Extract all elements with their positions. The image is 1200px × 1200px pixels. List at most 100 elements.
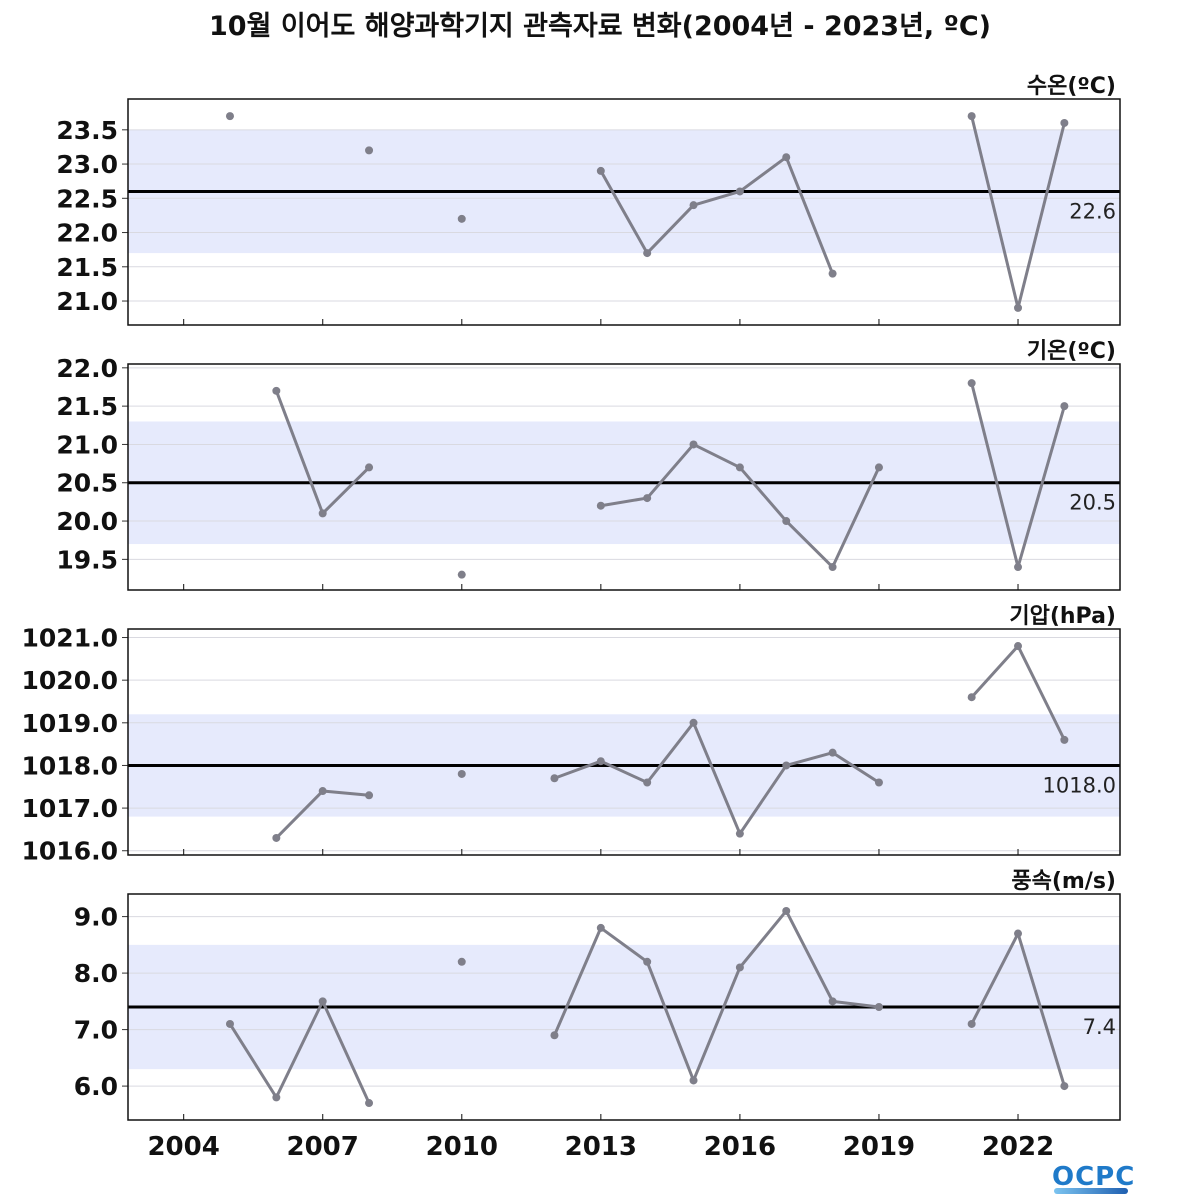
series-line-segment bbox=[1016, 644, 1066, 742]
data-point bbox=[967, 1019, 976, 1028]
data-point bbox=[272, 386, 281, 395]
y-tick-label: 20.5 bbox=[56, 469, 118, 498]
panel-frame bbox=[127, 628, 1121, 856]
y-tick-label: 9.0 bbox=[74, 903, 118, 932]
data-point bbox=[1014, 563, 1023, 572]
y-tick-label: 21.5 bbox=[56, 392, 118, 421]
data-point bbox=[457, 570, 466, 579]
series-line-segment bbox=[692, 442, 742, 469]
panel-label: 기온(ºC) bbox=[1027, 339, 1116, 364]
y-tick-label: 1019.0 bbox=[22, 709, 118, 738]
series-line-segment bbox=[1016, 121, 1066, 310]
data-point bbox=[1060, 1082, 1069, 1091]
data-point bbox=[828, 748, 837, 757]
series-line-segment bbox=[738, 155, 788, 193]
series-line-segment bbox=[645, 203, 696, 255]
data-point bbox=[828, 563, 837, 572]
y-tick-label: 1021.0 bbox=[22, 624, 118, 653]
data-point bbox=[735, 963, 744, 972]
y-tick-label: 22.0 bbox=[56, 354, 118, 383]
data-point bbox=[365, 463, 374, 472]
data-point bbox=[735, 463, 744, 472]
series-line-segment bbox=[274, 789, 325, 840]
series-line-segment bbox=[228, 1022, 278, 1099]
series-line-segment bbox=[274, 389, 325, 515]
data-point bbox=[457, 214, 466, 223]
y-tick-label: 20.0 bbox=[56, 507, 118, 536]
data-point bbox=[828, 997, 837, 1006]
x-tick-label: 2010 bbox=[426, 1132, 498, 1162]
mean-value-label: 20.5 bbox=[1069, 491, 1116, 515]
series-line-segment bbox=[599, 496, 649, 508]
series-line-segment bbox=[599, 169, 649, 255]
series-line-segment bbox=[552, 926, 603, 1037]
data-point bbox=[318, 787, 327, 796]
y-tick-label: 1017.0 bbox=[22, 794, 118, 823]
data-point bbox=[1060, 735, 1069, 744]
data-point bbox=[272, 833, 281, 842]
series-line-segment bbox=[274, 999, 325, 1099]
data-point bbox=[272, 1093, 281, 1102]
series-line-segment bbox=[645, 721, 696, 785]
data-point bbox=[828, 269, 837, 278]
y-tick-label: 22.0 bbox=[56, 219, 118, 248]
series-line-segment bbox=[692, 965, 742, 1082]
data-point bbox=[1014, 929, 1023, 938]
data-point bbox=[365, 146, 374, 155]
data-point bbox=[874, 463, 883, 472]
y-tick-label: 23.5 bbox=[56, 116, 118, 145]
y-tick-label: 8.0 bbox=[74, 959, 118, 988]
y-tick-label: 1018.0 bbox=[22, 751, 118, 780]
series-line-segment bbox=[738, 763, 788, 836]
series-line-segment bbox=[1016, 932, 1066, 1088]
series-line-segment bbox=[552, 759, 603, 780]
panel-label: 기압(hPa) bbox=[1009, 604, 1116, 629]
y-tick-label: 22.5 bbox=[56, 184, 118, 213]
data-point bbox=[735, 187, 744, 196]
data-point bbox=[643, 778, 652, 787]
data-point bbox=[225, 112, 234, 121]
data-point bbox=[782, 517, 791, 526]
data-point bbox=[596, 166, 605, 175]
series-line-segment bbox=[321, 789, 371, 797]
data-point bbox=[596, 757, 605, 766]
data-point bbox=[735, 829, 744, 838]
data-point bbox=[1060, 402, 1069, 411]
series-line-segment bbox=[599, 759, 649, 785]
series-line-segment bbox=[1016, 404, 1066, 569]
data-point bbox=[1014, 303, 1023, 312]
data-point bbox=[596, 501, 605, 510]
data-point bbox=[225, 1019, 234, 1028]
data-point bbox=[643, 494, 652, 503]
y-tick-label: 21.0 bbox=[56, 430, 118, 459]
data-point bbox=[874, 778, 883, 787]
data-point bbox=[318, 997, 327, 1006]
data-point bbox=[874, 1003, 883, 1011]
data-point bbox=[782, 761, 791, 770]
x-tick-label: 2007 bbox=[287, 1132, 359, 1162]
series-line-segment bbox=[738, 909, 788, 969]
data-point bbox=[967, 112, 976, 121]
series-line-segment bbox=[692, 721, 742, 836]
data-point bbox=[689, 201, 698, 210]
mean-value-label: 1018.0 bbox=[1043, 773, 1116, 797]
x-tick-label: 2019 bbox=[843, 1132, 915, 1162]
series-line-segment bbox=[970, 932, 1020, 1026]
series-line-segment bbox=[321, 465, 371, 515]
panel-frame bbox=[127, 893, 1121, 1121]
series-line-segment bbox=[738, 465, 788, 523]
y-tick-label: 1020.0 bbox=[22, 666, 118, 695]
data-point bbox=[782, 906, 791, 915]
mean-value-label: 7.4 bbox=[1083, 1015, 1116, 1039]
series-line-segment bbox=[831, 999, 881, 1009]
data-point bbox=[689, 1076, 698, 1085]
mean-value-label: 22.6 bbox=[1069, 199, 1116, 223]
data-point bbox=[643, 249, 652, 258]
y-tick-label: 6.0 bbox=[74, 1072, 118, 1101]
series-line-segment bbox=[970, 381, 1020, 569]
ocpc-logo: OCPC bbox=[1052, 1162, 1135, 1194]
y-tick-label: 19.5 bbox=[56, 545, 118, 574]
data-point bbox=[689, 718, 698, 727]
x-tick-label: 2022 bbox=[982, 1132, 1054, 1162]
